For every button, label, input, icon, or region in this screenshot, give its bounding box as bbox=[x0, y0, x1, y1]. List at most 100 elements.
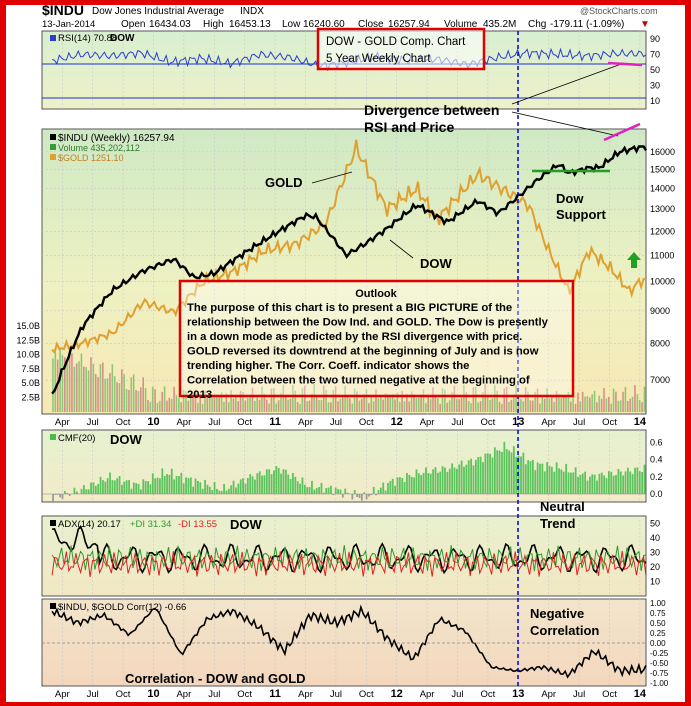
volume-bar bbox=[258, 399, 261, 412]
volume-bar bbox=[268, 403, 270, 412]
cmf-bar bbox=[436, 472, 439, 494]
volume-bar bbox=[349, 398, 351, 412]
cmf-bar bbox=[303, 484, 306, 494]
cmf-bar bbox=[178, 476, 180, 494]
minus-di-legend-text: -DI 13.55 bbox=[178, 519, 217, 530]
volume-bar bbox=[593, 390, 596, 412]
cmf-bar bbox=[201, 488, 204, 494]
volume-bar bbox=[99, 364, 102, 412]
volume-bar bbox=[439, 403, 441, 412]
cmf-bar bbox=[218, 490, 221, 494]
rsi-tick: 30 bbox=[650, 81, 660, 91]
volume-bar bbox=[121, 369, 123, 412]
cmf-bar bbox=[242, 478, 244, 494]
cmf-bar bbox=[612, 475, 615, 494]
volume-bar bbox=[294, 390, 297, 412]
volume-bar bbox=[391, 393, 394, 412]
volume-bar bbox=[244, 400, 247, 412]
volume-bar bbox=[102, 362, 104, 412]
x-tick-label: Oct bbox=[481, 417, 496, 428]
cmf-bar bbox=[235, 487, 237, 494]
cmf-bar bbox=[206, 484, 209, 494]
outlook-text-line: relationship between the Dow Ind. and GO… bbox=[187, 317, 549, 329]
cmf-bar bbox=[187, 478, 190, 494]
high-label: High bbox=[203, 19, 224, 30]
cmf-bar bbox=[173, 479, 176, 494]
rsi-divergence-mark bbox=[607, 61, 643, 67]
volume-bar bbox=[436, 398, 439, 412]
cmf-bar bbox=[638, 471, 641, 494]
divergence-line2: RSI and Price bbox=[364, 119, 454, 135]
cmf-bar bbox=[121, 484, 123, 494]
volume-bar bbox=[510, 399, 513, 412]
x-tick-label: Oct bbox=[602, 689, 617, 700]
cmf-bar bbox=[61, 494, 64, 499]
x-tick-label: 11 bbox=[269, 688, 281, 700]
volume-bar bbox=[332, 390, 335, 412]
volume-bar bbox=[496, 390, 498, 412]
rsi-tick: 90 bbox=[650, 34, 660, 44]
volume-bar bbox=[581, 391, 584, 412]
volume-bar bbox=[80, 353, 83, 412]
volume-bar bbox=[227, 402, 230, 412]
price-tick: 9000 bbox=[650, 306, 670, 316]
adx-legend-text: ADX(14) 20.17 bbox=[58, 519, 121, 530]
volume-bar bbox=[192, 396, 194, 412]
cmf-bar bbox=[489, 453, 492, 494]
gold-label: GOLD bbox=[265, 175, 303, 190]
cmf-bar bbox=[225, 490, 228, 494]
volume-bar bbox=[489, 400, 491, 412]
cmf-bar bbox=[598, 473, 601, 494]
negative-line2: Correlation bbox=[530, 623, 599, 638]
outlook-box bbox=[178, 279, 575, 398]
cmf-legend-swatch bbox=[50, 434, 56, 440]
volume-bar bbox=[92, 363, 95, 412]
divergence-pointer-rsi bbox=[511, 62, 625, 105]
volume-tick: 5.0B bbox=[21, 378, 40, 388]
volume-bar bbox=[474, 386, 477, 412]
rsi-legend-text: RSI(14) 70.88 bbox=[58, 33, 117, 44]
cmf-bar bbox=[130, 488, 133, 494]
cmf-bar bbox=[505, 449, 508, 494]
x-tick-label: Jul bbox=[87, 417, 99, 428]
cmf-bar bbox=[512, 446, 515, 494]
x-tick-label: Apr bbox=[298, 417, 313, 428]
cmf-bar bbox=[161, 468, 164, 494]
volume-bar bbox=[598, 395, 601, 412]
cmf-bar bbox=[254, 479, 256, 494]
corr-panel bbox=[41, 598, 647, 687]
volume-bar bbox=[543, 398, 546, 412]
volume-bar bbox=[116, 382, 118, 412]
volume-bar bbox=[109, 373, 111, 412]
cmf-bar bbox=[223, 483, 225, 494]
cmf-bar bbox=[230, 485, 233, 494]
dow-label: DOW bbox=[420, 256, 453, 271]
volume-bar bbox=[142, 377, 145, 412]
adx-legend-swatch bbox=[50, 520, 56, 526]
cmf-bar bbox=[199, 482, 202, 494]
cmf-bar bbox=[249, 474, 252, 494]
volume-bar bbox=[125, 388, 128, 412]
volume-bar bbox=[61, 355, 64, 412]
cmf-bar bbox=[629, 471, 632, 494]
volume-bar bbox=[287, 399, 289, 412]
volume-bar bbox=[565, 396, 567, 412]
corr-legend: $INDU, $GOLD Corr(12) -0.66 bbox=[50, 602, 186, 613]
cmf-bar bbox=[87, 489, 90, 494]
cmf-bar bbox=[358, 494, 361, 498]
volume-bar bbox=[432, 387, 434, 412]
cmf-bar bbox=[600, 472, 603, 494]
volume-bar bbox=[197, 402, 199, 412]
cmf-bar bbox=[434, 467, 437, 494]
volume-bar bbox=[104, 378, 106, 412]
cmf-bar bbox=[289, 479, 292, 494]
volume-bar bbox=[396, 392, 399, 412]
volume-bar bbox=[370, 395, 373, 412]
volume-bar bbox=[508, 402, 510, 412]
cmf-bar bbox=[472, 465, 475, 494]
cmf-bar bbox=[258, 471, 261, 494]
cmf-bar bbox=[315, 488, 318, 494]
volume-bar bbox=[553, 402, 555, 412]
volume-bar bbox=[330, 402, 332, 412]
cmf-bar bbox=[389, 480, 392, 494]
